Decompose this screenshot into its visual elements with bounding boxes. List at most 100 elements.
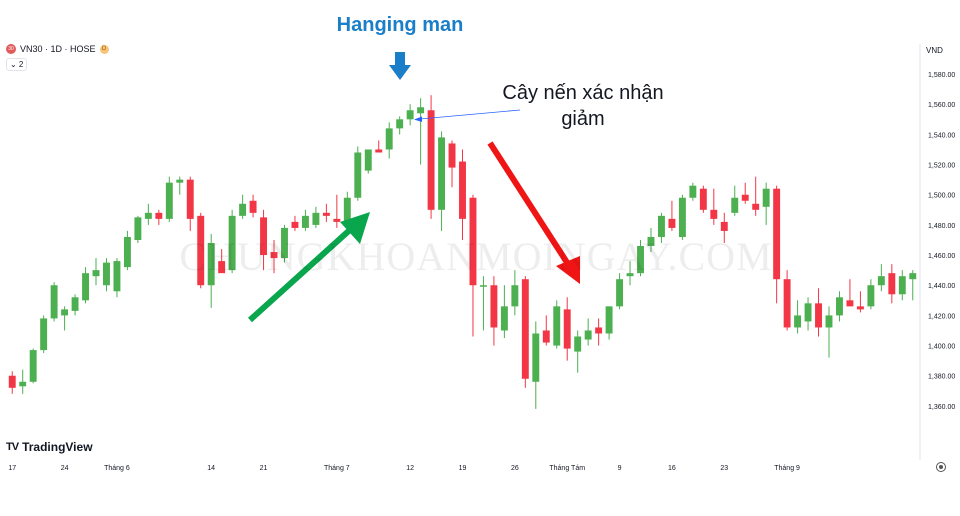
candle (197, 212, 205, 289)
downtrend-arrow (487, 141, 571, 266)
candle-body (92, 270, 100, 277)
candle (888, 264, 896, 304)
y-tick-label: 1,440.00 (928, 283, 955, 290)
y-axis-ticks: 1,580.00 1,560.00 1,540.00 1,520.00 1,500.00… (928, 72, 955, 411)
candle-body (281, 227, 288, 259)
candle-body (396, 119, 404, 129)
candle (710, 188, 718, 225)
y-tick-label: 1,480.00 (928, 223, 955, 230)
x-tick-label: 14 (207, 465, 215, 472)
currency-label[interactable]: VND (926, 46, 943, 55)
candle (825, 306, 833, 358)
candle (720, 212, 728, 243)
candle-body (752, 203, 760, 210)
candle (19, 369, 27, 394)
candle-body (762, 188, 770, 207)
candle (511, 270, 519, 316)
pattern-title: Hanging man (336, 14, 464, 36)
candle (144, 203, 152, 225)
pointer-line (419, 109, 521, 120)
candle-body (584, 330, 592, 340)
candle (8, 371, 16, 394)
candle-body (720, 221, 728, 231)
candle-body (8, 375, 16, 388)
candle-body (417, 107, 425, 114)
candle-body (898, 276, 906, 295)
candle-body (312, 212, 320, 225)
candle (773, 185, 781, 304)
candle-body (239, 203, 247, 216)
candle-body (291, 221, 299, 228)
candle-body (794, 315, 802, 328)
candle-body (50, 285, 58, 319)
candle (123, 230, 131, 271)
candle-body (165, 182, 173, 219)
tradingview-logo: TV TradingView (6, 440, 93, 454)
candle (71, 294, 79, 316)
candle-body (249, 200, 257, 213)
candle-body (144, 212, 152, 219)
candle-body (511, 285, 519, 307)
candle (301, 209, 309, 231)
candle-body (333, 218, 341, 222)
y-tick-label: 1,400.00 (928, 344, 955, 351)
candle (867, 279, 875, 310)
candle (165, 176, 173, 222)
candle-body (804, 303, 812, 322)
candle-body (605, 306, 613, 334)
gear-icon[interactable] (936, 462, 946, 472)
candle-body (29, 350, 37, 382)
candle (322, 203, 330, 222)
candle (794, 300, 802, 334)
candle (218, 249, 226, 274)
candle-body (846, 300, 854, 307)
y-tick-label: 1,520.00 (928, 163, 955, 170)
candle (333, 194, 341, 228)
pointer-head (414, 116, 422, 122)
candle (731, 185, 739, 216)
candle (113, 258, 121, 298)
candle (459, 149, 466, 240)
symbol-header[interactable]: 30 VN30 · 1D · HOSE D (6, 44, 109, 54)
candle-body (61, 309, 69, 316)
candle (898, 270, 906, 301)
candle-body (228, 215, 236, 271)
candle-body (406, 110, 414, 120)
candle-body (134, 217, 142, 240)
symbol-badge: 30 (6, 44, 16, 54)
candle-body (103, 262, 110, 286)
candle-body (197, 215, 205, 286)
candle-body (176, 179, 184, 183)
candle (563, 297, 571, 361)
candle-body (595, 327, 603, 334)
candle (574, 330, 582, 373)
candle (689, 182, 697, 201)
candle-body (322, 212, 330, 216)
x-axis-ticks: 17 24 Tháng 6 14 21 Tháng 7 12 19 26 Tháng Tám 9 16… (8, 465, 800, 472)
indicator-toggle[interactable]: ⌄ 2 (6, 58, 28, 71)
candle-body (354, 152, 362, 198)
x-tick-label: 26 (511, 465, 519, 472)
candle (678, 194, 686, 240)
candle-body (616, 279, 624, 307)
x-tick-label: 17 (8, 465, 16, 472)
candle (804, 297, 812, 331)
y-tick-label: 1,560.00 (928, 102, 955, 109)
y-tick-label: 1,580.00 (928, 72, 955, 79)
candle-body (657, 215, 665, 237)
candle-body (637, 246, 644, 274)
candle (637, 239, 644, 277)
annotation-layer (247, 52, 580, 323)
candle-body (448, 143, 456, 168)
candle-body (186, 179, 194, 219)
candle (490, 276, 498, 346)
x-tick-label: 21 (260, 465, 268, 472)
candle (417, 98, 425, 165)
annotation-text: Cây nến xác nhận giảm (502, 82, 664, 130)
candle (479, 276, 487, 331)
candle-body (689, 185, 697, 198)
y-tick-label: 1,540.00 (928, 132, 955, 139)
candle (228, 209, 236, 274)
candle-body (836, 297, 843, 316)
